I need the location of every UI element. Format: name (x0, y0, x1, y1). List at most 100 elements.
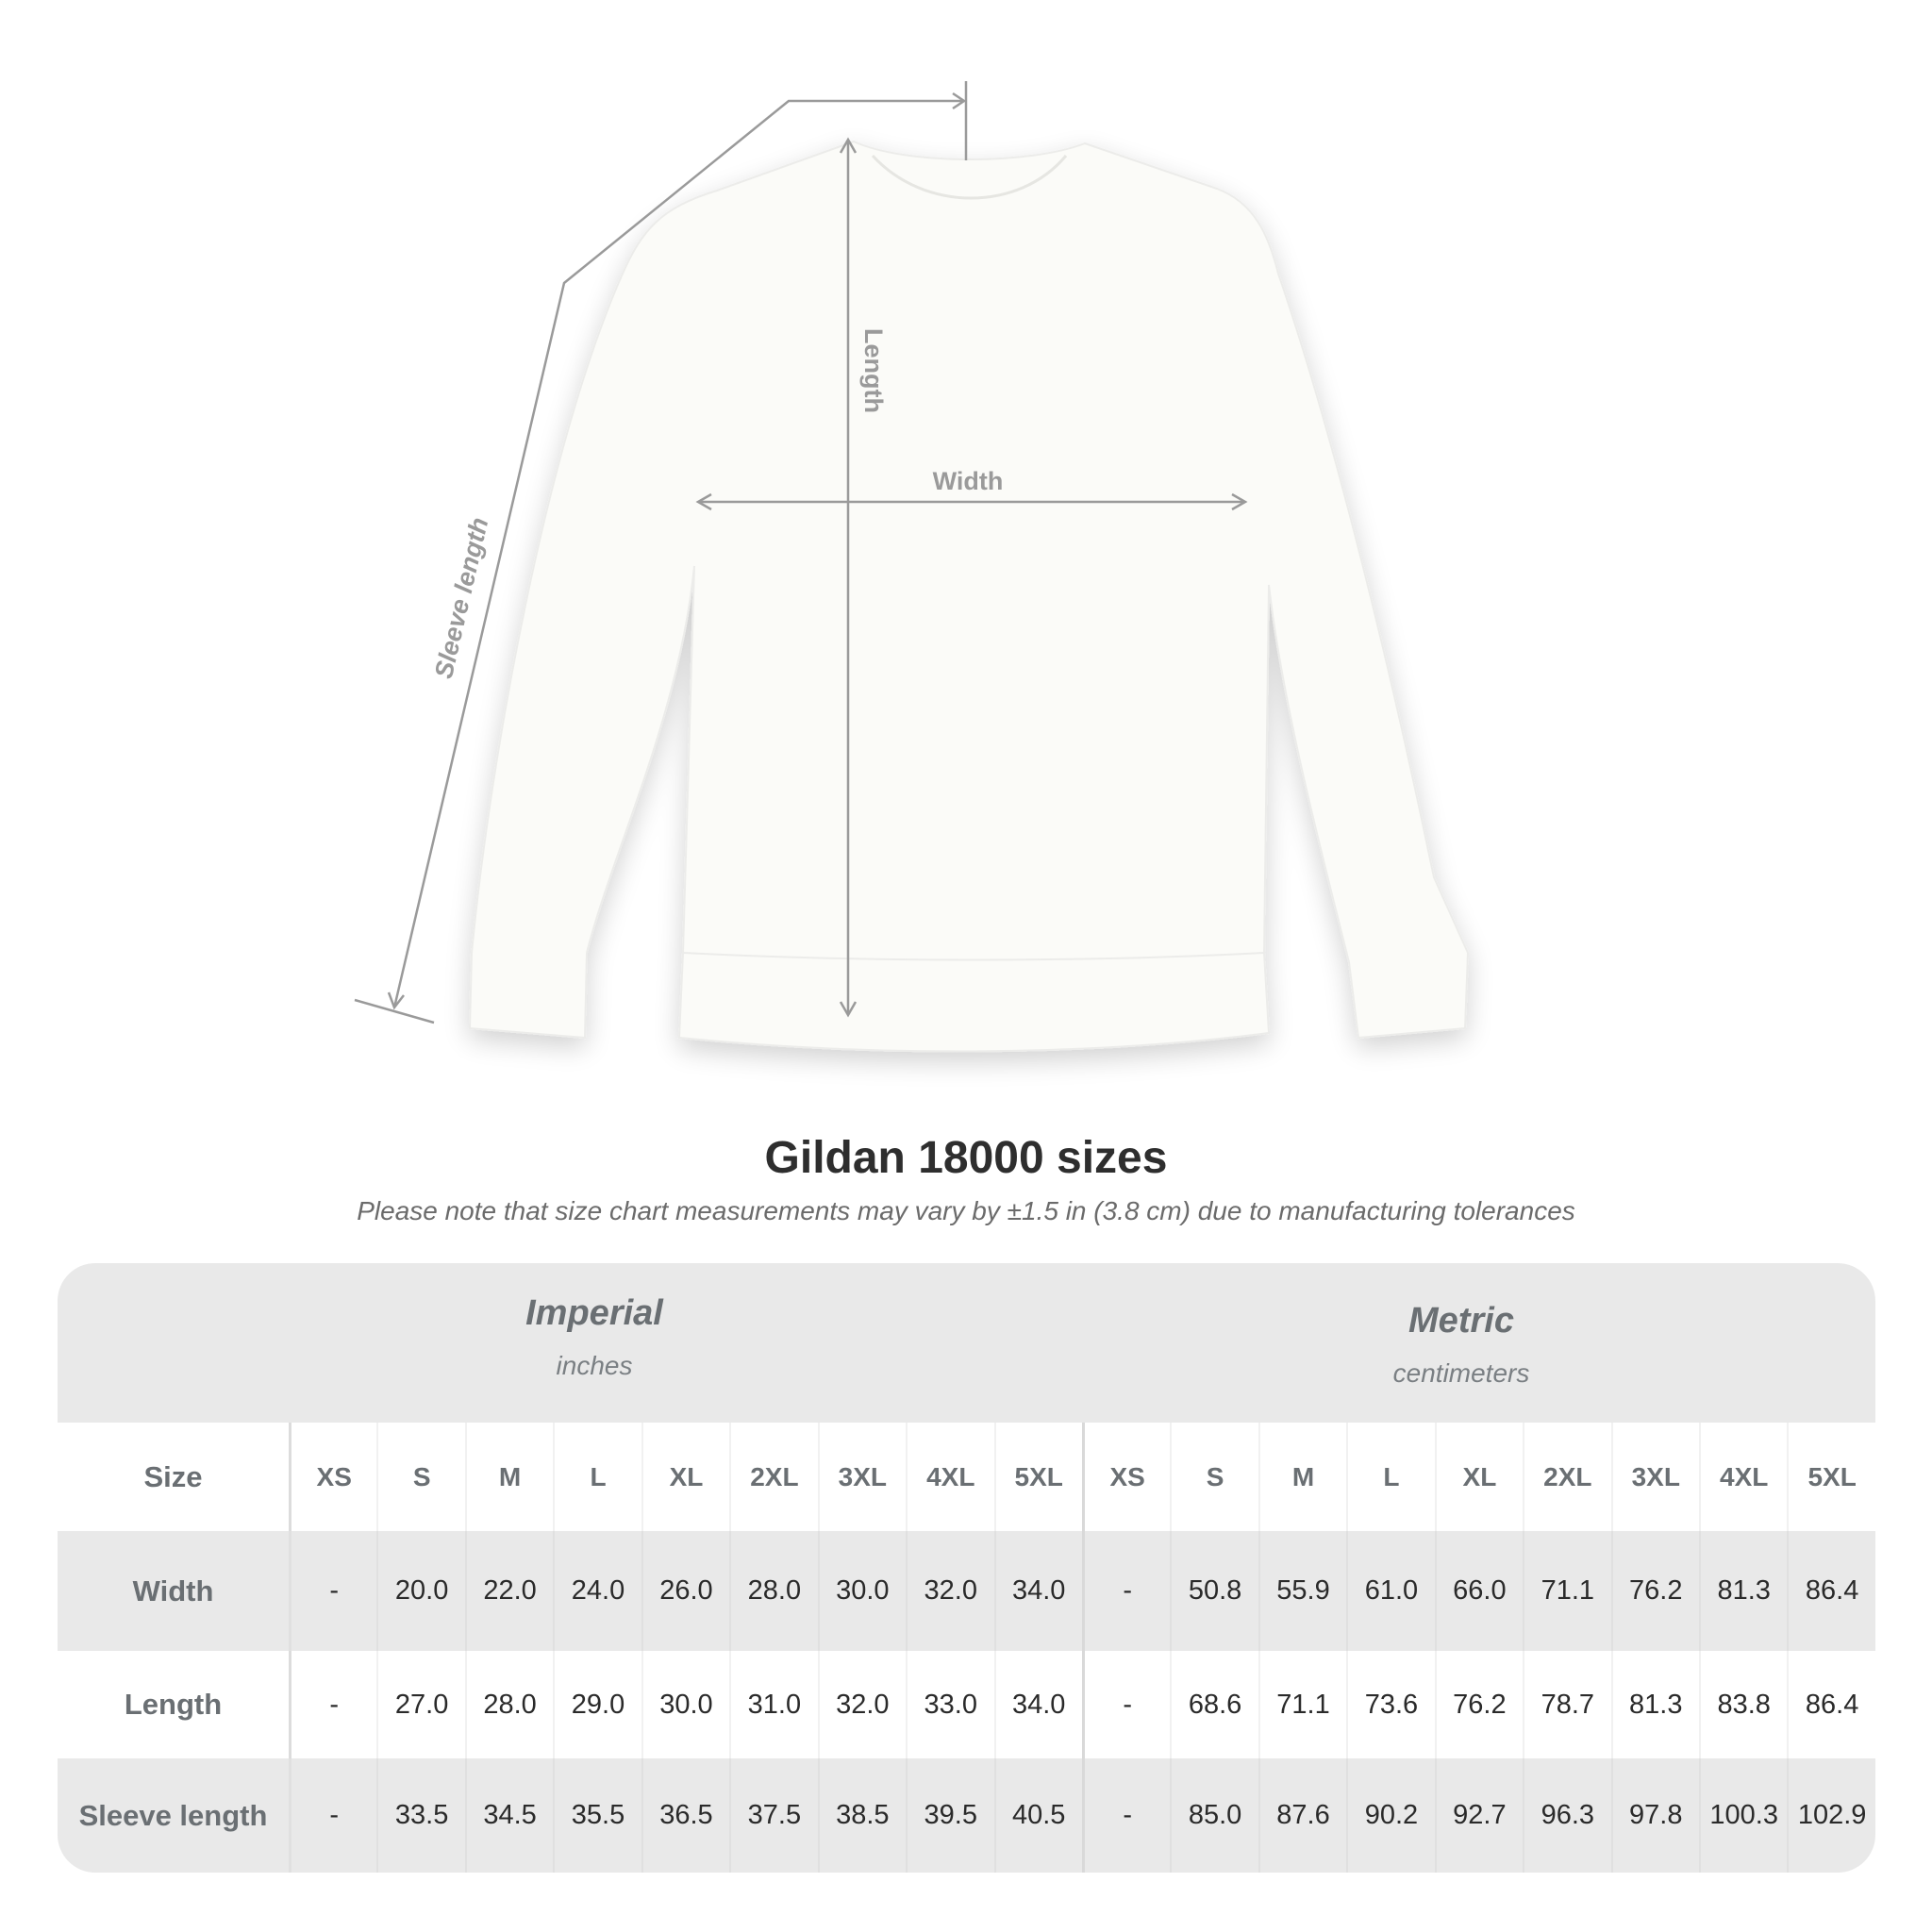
table-cell: 26.0 (641, 1531, 729, 1651)
size-row: Size XS S M L XL 2XL 3XL 4XL 5XL XS S M L XL 2XL 3XL 4XL… (58, 1423, 1875, 1531)
table-cell: 34.5 (464, 1758, 553, 1873)
table-row: Sleeve length -33.5 34.5 35.5 36.5 37.5 38.5 39… (58, 1758, 1875, 1873)
sleeve-length-label: Sleeve length (429, 515, 493, 681)
table-cell: 32.0 (906, 1531, 993, 1651)
table-cell: 102.9 (1787, 1758, 1874, 1873)
size-header-cell: S (376, 1423, 464, 1531)
table-row: Width -20.0 22.0 24.0 26.0 28.0 30.0 32.0 34.0-5… (58, 1531, 1875, 1651)
imperial-group: Imperial inches (264, 1293, 924, 1381)
table-cell: 83.8 (1699, 1651, 1787, 1758)
table-cell: 76.2 (1434, 1651, 1523, 1758)
table-header: Imperial inches Metric centimeters (58, 1263, 1875, 1423)
size-header-cell: 4XL (1699, 1423, 1787, 1531)
table-cell: 76.2 (1610, 1531, 1699, 1651)
table-cell: - (1081, 1531, 1170, 1651)
metric-unit: centimeters (1392, 1358, 1530, 1388)
table-cell: 22.0 (464, 1531, 553, 1651)
size-label: Size (143, 1459, 203, 1493)
size-header-cell: L (553, 1423, 641, 1531)
table-cell: 71.1 (1257, 1651, 1346, 1758)
size-header-cell: 3XL (1610, 1423, 1699, 1531)
table-cell: 100.3 (1699, 1758, 1787, 1873)
table-cell: 33.5 (376, 1758, 464, 1873)
size-header-cell: XL (1434, 1423, 1523, 1531)
table-cell: 50.8 (1170, 1531, 1257, 1651)
table-row: Length -27.0 28.0 29.0 30.0 31.0 32.0 33.0 34.0-… (58, 1651, 1875, 1758)
table-cell: 55.9 (1257, 1531, 1346, 1651)
table-cell: 90.2 (1346, 1758, 1434, 1873)
table-cell: 28.0 (464, 1651, 553, 1758)
size-header-cell: XL (641, 1423, 729, 1531)
size-header-cell: 5XL (993, 1423, 1082, 1531)
size-header-cell: S (1170, 1423, 1257, 1531)
table-cell: 39.5 (906, 1758, 993, 1873)
table-cell: 24.0 (553, 1531, 641, 1651)
size-header-cell: 4XL (906, 1423, 993, 1531)
table-cell: 85.0 (1170, 1758, 1257, 1873)
table-cell: 92.7 (1434, 1758, 1523, 1873)
table-cell: 87.6 (1257, 1758, 1346, 1873)
size-header-cell: 3XL (817, 1423, 906, 1531)
table-cell: - (289, 1651, 376, 1758)
table-cell: 97.8 (1610, 1758, 1699, 1873)
table-cell: 81.3 (1610, 1651, 1699, 1758)
table-cell: 30.0 (817, 1531, 906, 1651)
table-cell: 34.0 (993, 1531, 1082, 1651)
row-label: Sleeve length (78, 1798, 268, 1832)
measure-lines (354, 81, 1248, 1024)
table-cell: 35.5 (553, 1758, 641, 1873)
table-cell: - (289, 1531, 376, 1651)
size-header-cell: 2XL (1523, 1423, 1610, 1531)
sweatshirt-diagram: Length Width Sleeve length (354, 81, 1470, 1053)
size-header-cell: XS (1081, 1423, 1170, 1531)
table-cell: - (1081, 1758, 1170, 1873)
table-cell: 73.6 (1346, 1651, 1434, 1758)
row-label: Width (132, 1574, 214, 1607)
table-cell: 20.0 (376, 1531, 464, 1651)
table-cell: 29.0 (553, 1651, 641, 1758)
sweatshirt-body (468, 140, 1470, 1053)
table-cell: 32.0 (817, 1651, 906, 1758)
metric-group: Metric centimeters (1131, 1301, 1791, 1389)
size-header-cell: M (464, 1423, 553, 1531)
table-cell: 37.5 (729, 1758, 817, 1873)
size-header-cell: M (1257, 1423, 1346, 1531)
width-label: Width (933, 467, 1004, 495)
size-table: Imperial inches Metric centimeters Size … (58, 1263, 1875, 1873)
table-cell: 40.5 (993, 1758, 1082, 1873)
table-cell: 38.5 (817, 1758, 906, 1873)
table-cell: 31.0 (729, 1651, 817, 1758)
table-cell: 27.0 (376, 1651, 464, 1758)
hem-rib (682, 952, 1265, 961)
length-label: Length (859, 328, 888, 413)
size-header-cell: XS (289, 1423, 376, 1531)
table-cell: - (1081, 1651, 1170, 1758)
imperial-unit: inches (556, 1351, 633, 1380)
size-header-cell: 2XL (729, 1423, 817, 1531)
size-header-cell: 5XL (1787, 1423, 1874, 1531)
table-cell: 33.0 (906, 1651, 993, 1758)
sleeve-line (392, 99, 964, 1008)
row-label: Length (124, 1688, 223, 1721)
tolerance-note: Please note that size chart measurements… (357, 1196, 1575, 1225)
table-cell: 61.0 (1346, 1531, 1434, 1651)
page-title: Gildan 18000 sizes (764, 1133, 1168, 1183)
collar (871, 154, 1068, 200)
size-header-cell: L (1346, 1423, 1434, 1531)
table-cell: 78.7 (1523, 1651, 1610, 1758)
metric-title: Metric (1408, 1301, 1514, 1341)
table-cell: 68.6 (1170, 1651, 1257, 1758)
table-cell: 71.1 (1523, 1531, 1610, 1651)
table-cell: 96.3 (1523, 1758, 1610, 1873)
table-cell: 66.0 (1434, 1531, 1523, 1651)
table-cell: 34.0 (993, 1651, 1082, 1758)
table-cell: 28.0 (729, 1531, 817, 1651)
imperial-title: Imperial (525, 1293, 663, 1333)
table-cell: 86.4 (1787, 1531, 1874, 1651)
sweatshirt (468, 140, 1470, 1053)
table-cell: 86.4 (1787, 1651, 1874, 1758)
table-cell: - (289, 1758, 376, 1873)
table-cell: 81.3 (1699, 1531, 1787, 1651)
table-cell: 30.0 (641, 1651, 729, 1758)
table-cell: 36.5 (641, 1758, 729, 1873)
